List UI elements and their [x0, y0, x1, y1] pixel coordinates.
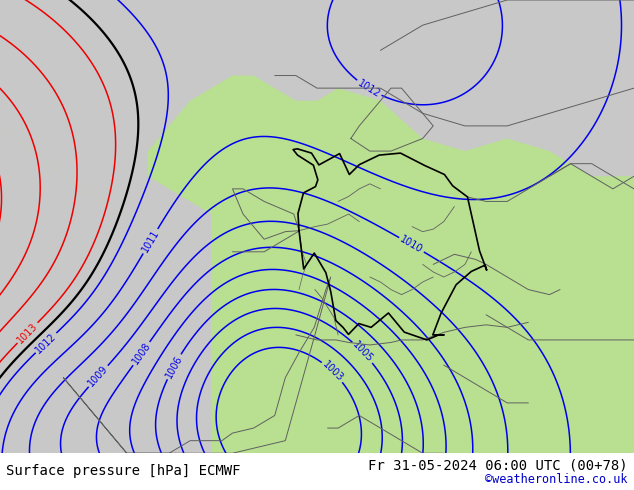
Text: ©weatheronline.co.uk: ©weatheronline.co.uk [485, 473, 628, 486]
Text: 1011: 1011 [140, 228, 161, 254]
Text: 1004: 1004 [209, 465, 233, 490]
Text: 1012: 1012 [34, 331, 58, 355]
Text: 1010: 1010 [398, 234, 425, 255]
Text: 1012: 1012 [356, 78, 382, 99]
Polygon shape [0, 0, 634, 453]
Text: Surface pressure [hPa] ECMWF: Surface pressure [hPa] ECMWF [6, 465, 241, 478]
Text: Fr 31-05-2024 06:00 UTC (00+78): Fr 31-05-2024 06:00 UTC (00+78) [368, 459, 628, 472]
Polygon shape [0, 0, 211, 453]
Text: 1008: 1008 [130, 341, 153, 367]
Text: 1013: 1013 [15, 320, 40, 345]
Polygon shape [0, 0, 634, 252]
Text: 1006: 1006 [164, 353, 184, 380]
Text: 1009: 1009 [86, 364, 110, 389]
Text: 1005: 1005 [351, 340, 375, 365]
Text: 1003: 1003 [320, 360, 345, 384]
Text: 1007: 1007 [150, 481, 174, 490]
